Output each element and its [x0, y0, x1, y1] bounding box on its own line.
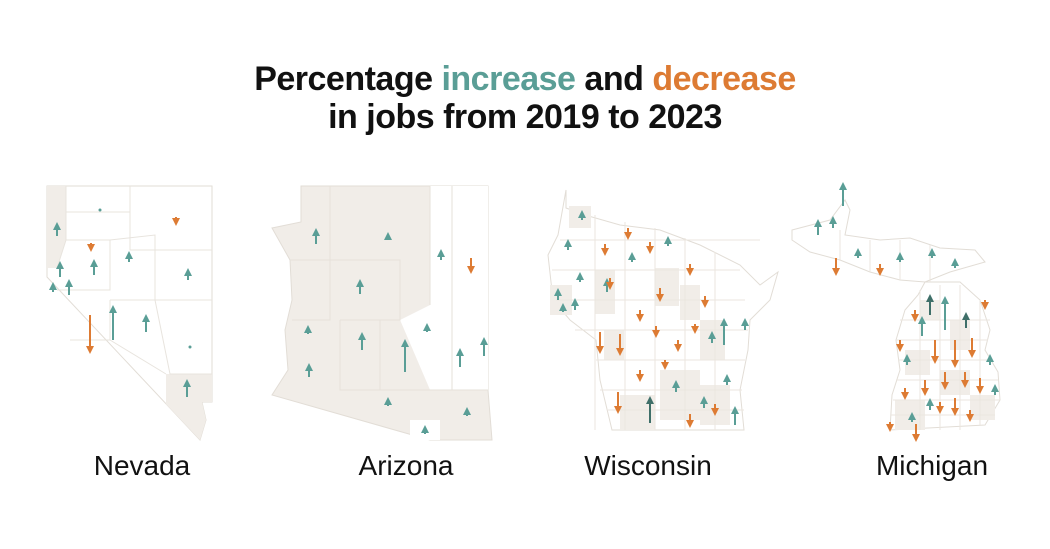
arizona-county-white-east: [400, 186, 488, 390]
state-label-michigan: Michigan: [875, 450, 989, 481]
wisconsin-map: [547, 189, 779, 431]
arizona-map: [271, 185, 493, 441]
state-label-wisconsin: Wisconsin: [584, 450, 712, 481]
wisconsin-arrows: [554, 210, 749, 428]
title-decrease-word: decrease: [652, 60, 796, 98]
title-increase-word: increase: [441, 60, 576, 98]
title-line-2: in jobs from 2019 to 2023: [328, 98, 722, 136]
nevada-map: [46, 185, 213, 441]
title-and-word: and: [575, 60, 653, 98]
michigan-upper-peninsula: [791, 199, 986, 283]
arizona-arrows: [304, 228, 488, 434]
michigan-map: [791, 182, 1001, 442]
chart-title: Percentage increase and decrease in jobs…: [0, 60, 1050, 136]
nevada-arrows: [49, 217, 192, 397]
title-line-1: Percentage increase and decrease: [0, 60, 1050, 98]
nevada-county-shaded-south: [166, 374, 212, 440]
state-label-nevada: Nevada: [93, 450, 191, 481]
michigan-arrows: [814, 182, 999, 442]
state-label-arizona: Arizona: [358, 450, 454, 481]
title-prefix: Percentage: [254, 60, 442, 98]
